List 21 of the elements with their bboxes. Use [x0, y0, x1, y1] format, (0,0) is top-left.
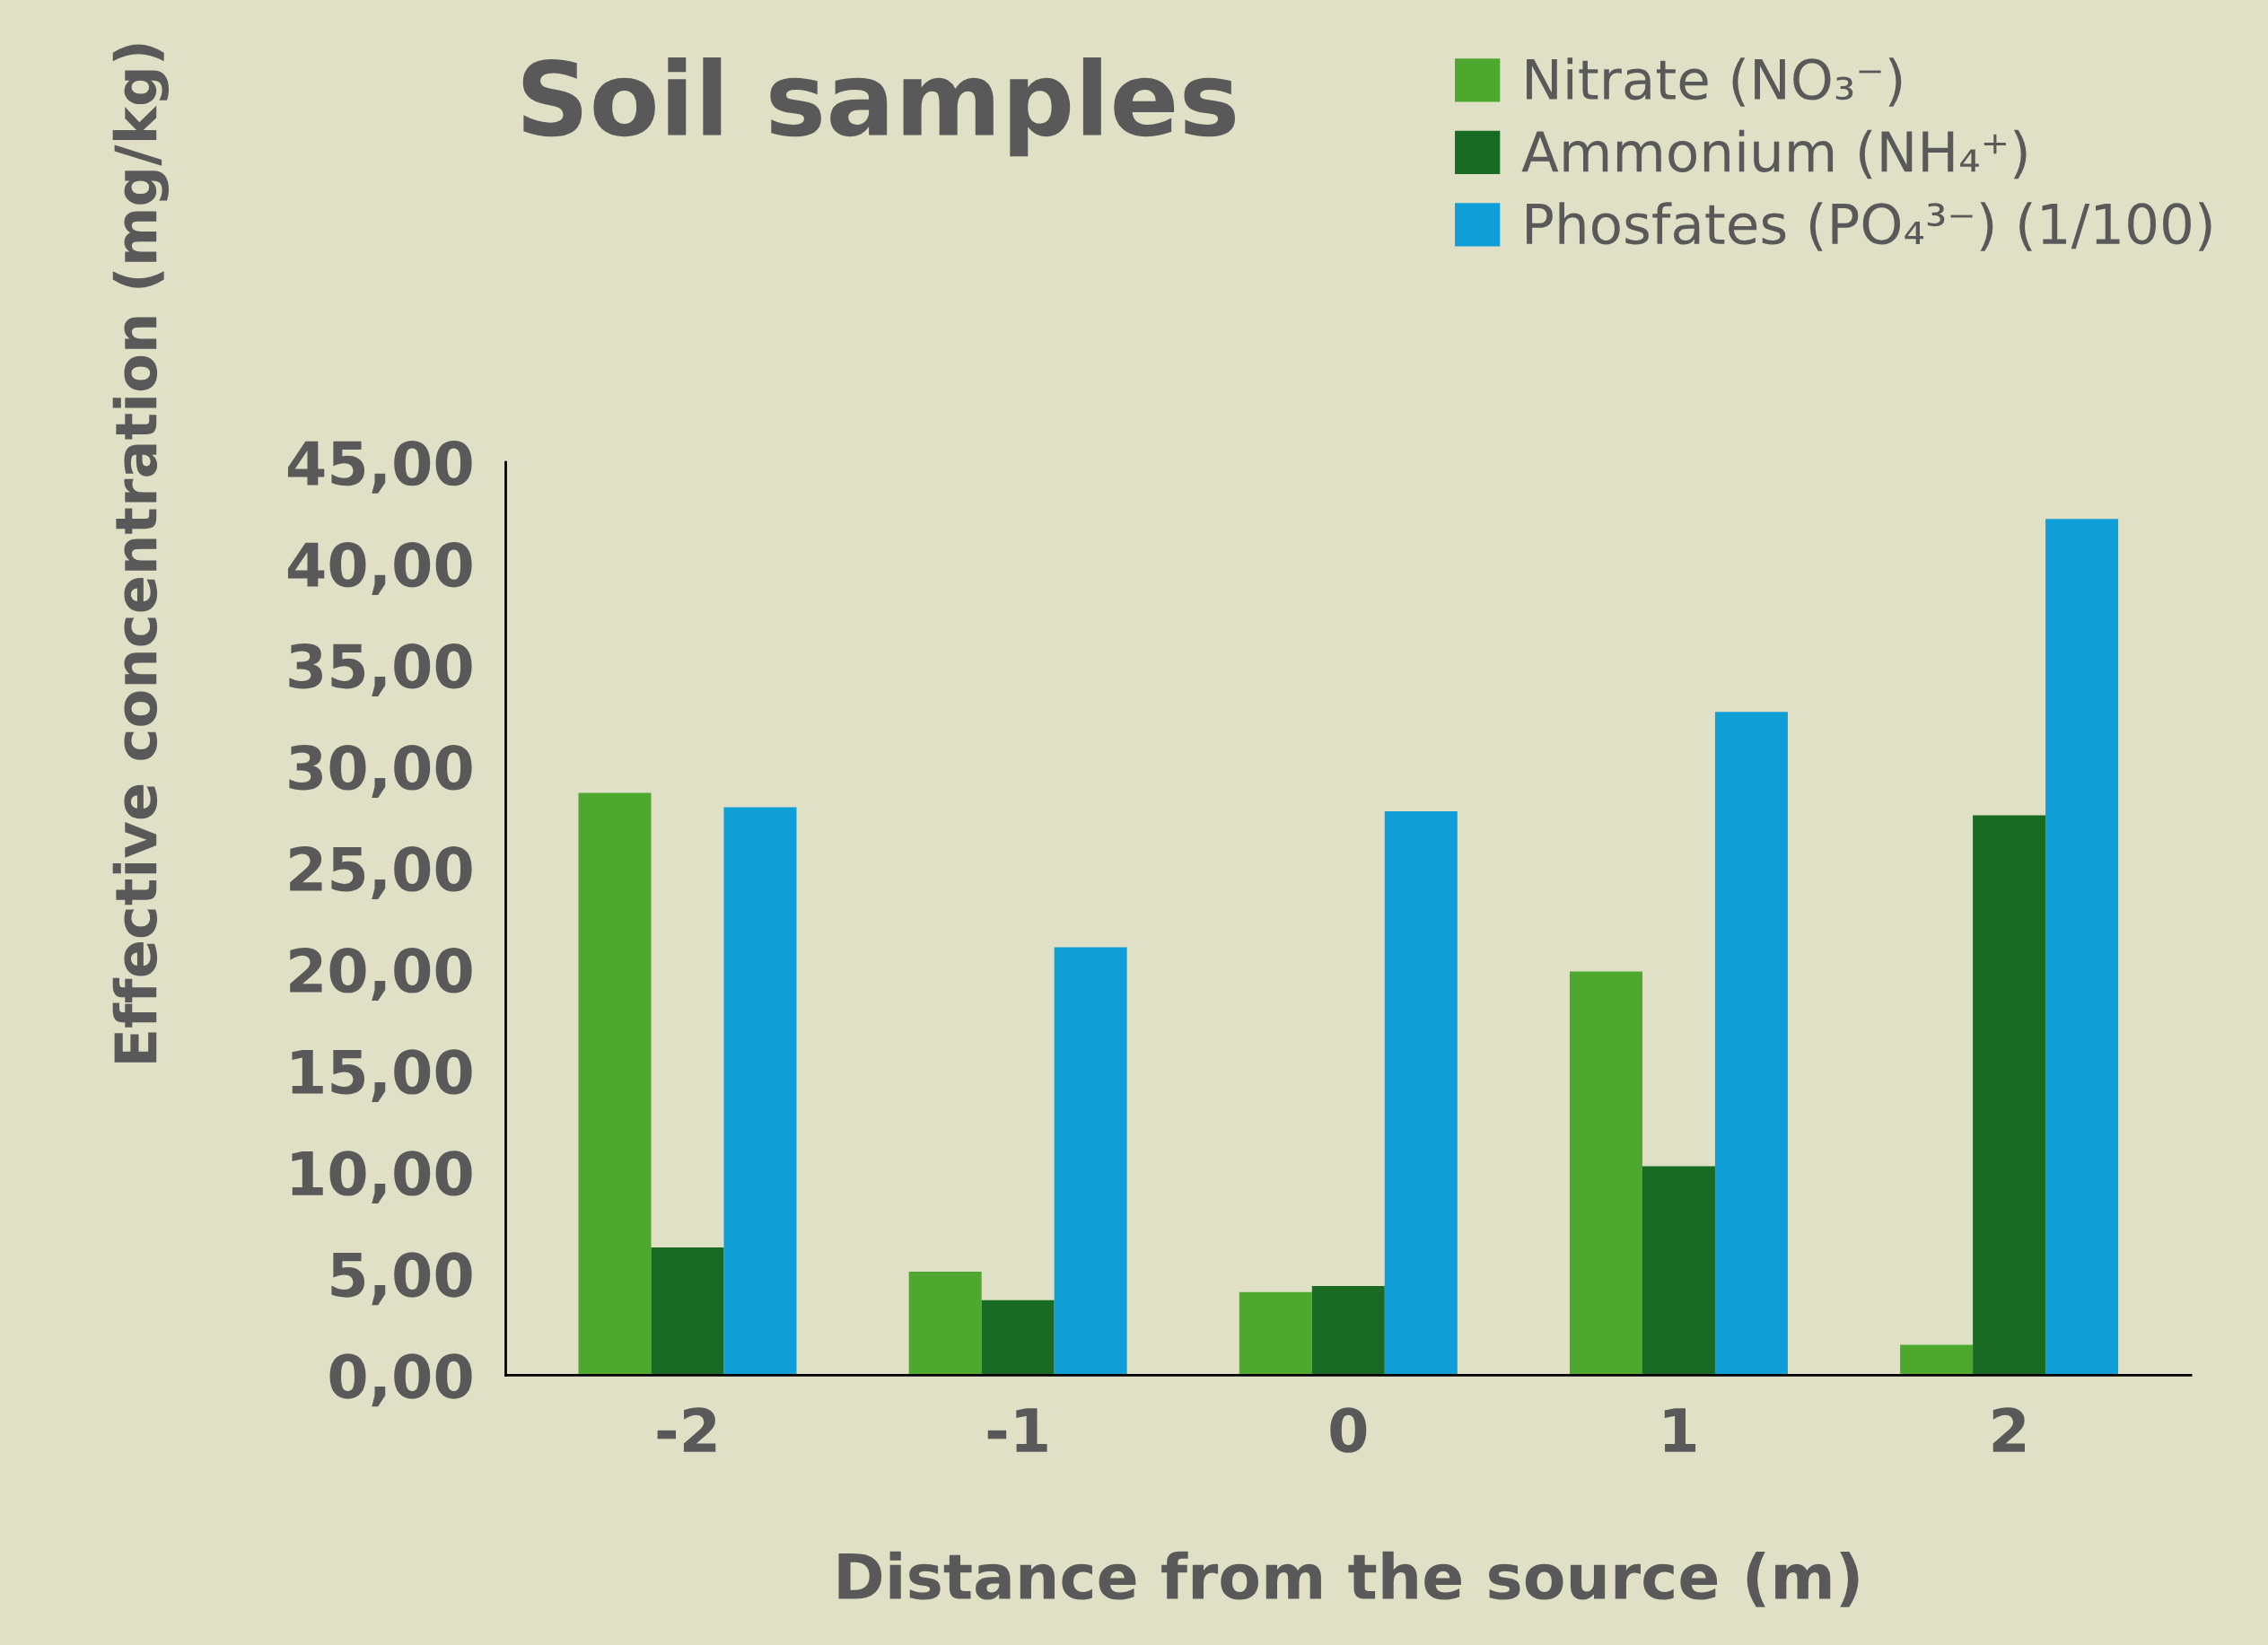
x-tick-label: -1 [987, 1408, 1047, 1452]
y-tick-label: 0,00 [329, 1353, 472, 1407]
y-tick-label: 20,00 [290, 948, 472, 1002]
y-tick-label: 25,00 [290, 846, 472, 900]
legend-label: Phosfates (PO₄³⁻) (1/100) [1527, 202, 2211, 251]
y-tick-label: 30,00 [289, 745, 472, 798]
y-tick-label: 35,00 [289, 643, 472, 696]
x-tick-label: 1 [1664, 1408, 1696, 1452]
y-tick-label: 5,00 [331, 1252, 472, 1306]
chart-title: Soil samples [522, 57, 1235, 157]
y-tick-label: 15,00 [292, 1049, 472, 1103]
legend-label: Ammonium (NH₄⁺) [1521, 129, 2027, 179]
x-tick-label: -2 [657, 1407, 716, 1452]
x-tick-label: 2 [1992, 1407, 2025, 1452]
y-tick-label: 45,00 [287, 440, 472, 494]
x-tick-label: 0 [1330, 1407, 1367, 1453]
y-axis-title: Effective concentration (mg/kg) [112, 44, 170, 1063]
y-tick-label: 10,00 [292, 1151, 472, 1204]
y-tick-label: 40,00 [287, 541, 472, 595]
legend-label: Nitrate (NO₃⁻) [1527, 57, 1902, 107]
x-axis-title: Distance from the source (m) [838, 1551, 1859, 1607]
